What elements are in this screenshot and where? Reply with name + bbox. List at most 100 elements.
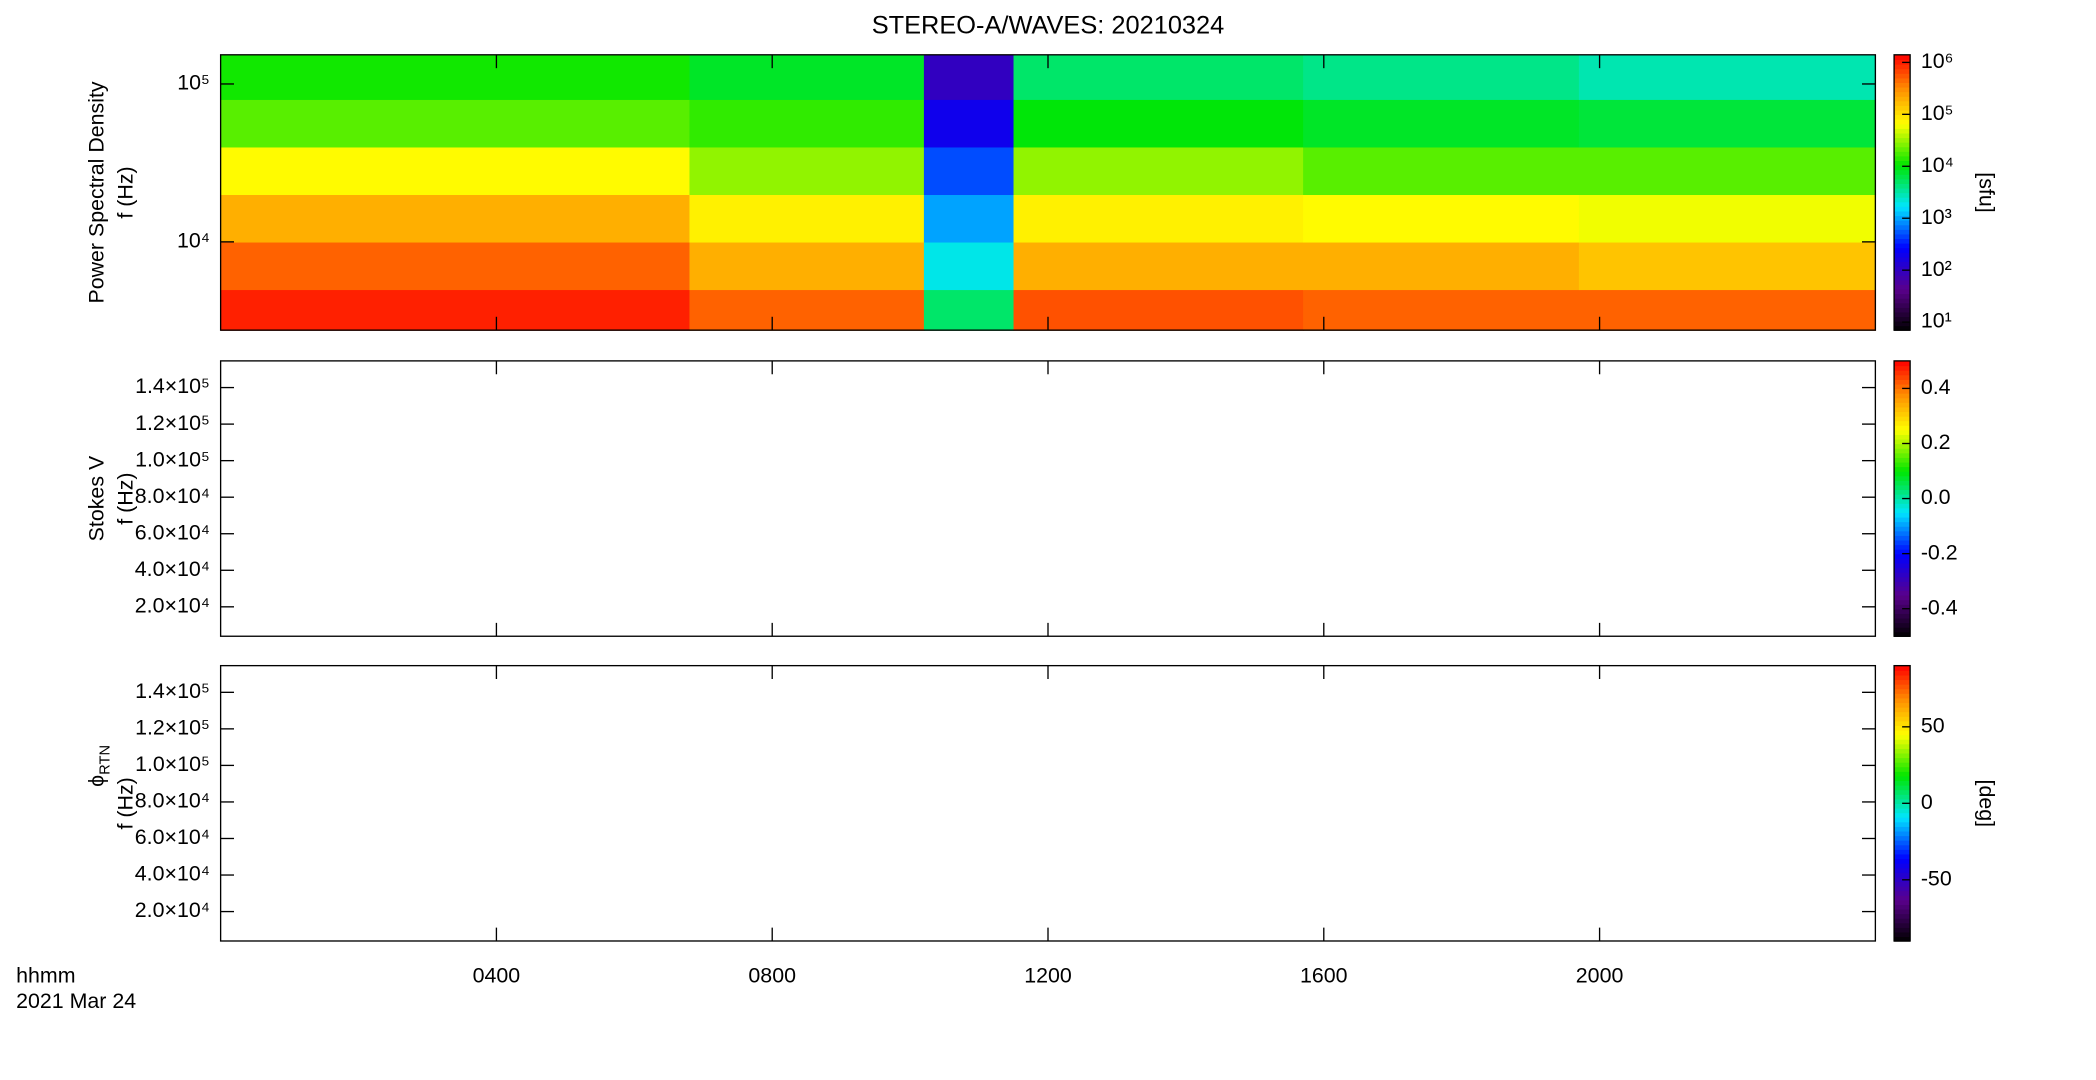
- colorbar-swatch: [1894, 821, 1911, 827]
- colorbar-swatch: [1894, 826, 1911, 832]
- colorbar-swatch: [1894, 853, 1911, 860]
- colorbar-swatch: [1894, 617, 1911, 624]
- colorbar-swatch: [1894, 288, 1911, 295]
- colorbar-swatch: [1894, 233, 1911, 240]
- colorbar-swatch: [1894, 817, 1911, 823]
- y-tick-label: 8.0×10⁴: [135, 484, 210, 508]
- spectrogram-cell: [220, 54, 691, 100]
- colorbar-swatch: [1894, 922, 1911, 928]
- y-tick-label: 1.2×10⁵: [135, 411, 210, 435]
- colorbar-swatch: [1894, 265, 1911, 272]
- colorbar-tick-label: -0.2: [1921, 540, 1958, 564]
- colorbar-swatch: [1894, 434, 1911, 440]
- colorbar-swatch: [1894, 105, 1911, 111]
- colorbar-swatch: [1894, 224, 1911, 230]
- colorbar-swatch: [1894, 757, 1911, 763]
- x-tick-label: 1600: [1300, 964, 1348, 988]
- colorbar-swatch: [1894, 123, 1911, 129]
- colorbar-swatch: [1894, 164, 1911, 171]
- colorbar-swatch: [1894, 789, 1911, 795]
- spectrogram-cell: [220, 146, 691, 196]
- colorbar-swatch: [1894, 91, 1911, 97]
- colorbar-swatch: [1894, 365, 1911, 371]
- spectrogram-cell: [1578, 54, 1877, 100]
- colorbar-swatch: [1894, 54, 1911, 61]
- colorbar-swatch: [1894, 370, 1911, 376]
- colorbar-swatch: [1894, 784, 1911, 791]
- colorbar-swatch: [1894, 77, 1911, 84]
- colorbar-swatch: [1894, 697, 1911, 704]
- colorbar-swatch: [1894, 530, 1911, 536]
- colorbar-swatch: [1894, 693, 1911, 699]
- y-tick-label: 8.0×10⁴: [135, 789, 210, 813]
- colorbar-swatch: [1894, 411, 1911, 417]
- colorbar-swatch: [1894, 590, 1911, 596]
- colorbar-swatch: [1894, 307, 1911, 313]
- x-tick-label: 1200: [1024, 964, 1072, 988]
- spectrogram-cell: [1013, 99, 1304, 148]
- colorbar-swatch: [1894, 720, 1911, 726]
- colorbar-swatch: [1894, 549, 1911, 555]
- colorbar-swatch: [1894, 379, 1911, 385]
- spectrogram-cell: [689, 54, 925, 100]
- y-axis-label: f (Hz): [114, 166, 138, 218]
- y-tick-label: 10⁴: [177, 229, 210, 253]
- colorbar-swatch: [1894, 383, 1911, 390]
- colorbar-swatch: [1894, 512, 1911, 518]
- spectrogram-cell: [923, 54, 1015, 100]
- colorbar-swatch: [1894, 114, 1911, 120]
- colorbar-swatch: [1894, 466, 1911, 472]
- spectrogram-cell: [1578, 289, 1877, 331]
- y-tick-label: 1.0×10⁵: [135, 447, 210, 471]
- spectrogram-cell: [1013, 194, 1304, 243]
- colorbar-swatch: [1894, 471, 1911, 477]
- colorbar-swatch: [1894, 812, 1911, 818]
- colorbar-swatch: [1894, 599, 1911, 605]
- x-tick-label: 2000: [1576, 964, 1624, 988]
- colorbar-swatch: [1894, 771, 1911, 777]
- colorbar-swatch: [1894, 220, 1911, 226]
- y-tick-label: 4.0×10⁴: [135, 862, 210, 886]
- colorbar-swatch: [1894, 452, 1911, 458]
- colorbar-tick-label: 10²: [1921, 257, 1952, 281]
- y-axis-label: Power Spectral Density: [84, 81, 108, 303]
- y-tick-label: 1.0×10⁵: [135, 752, 210, 776]
- colorbar-swatch: [1894, 725, 1911, 731]
- colorbar-tick-label: 10³: [1921, 205, 1952, 229]
- colorbar-swatch: [1894, 544, 1911, 550]
- colorbar-swatch: [1894, 594, 1911, 601]
- spectrogram-cell: [1578, 194, 1877, 243]
- colorbar-tick-label: 10⁵: [1921, 101, 1954, 125]
- colorbar-swatch: [1894, 535, 1911, 541]
- colorbar-swatch: [1894, 325, 1911, 331]
- colorbar-swatch: [1894, 807, 1911, 814]
- colorbar-swatch: [1894, 96, 1911, 102]
- colorbar-swatch: [1894, 516, 1911, 523]
- colorbar-swatch: [1894, 493, 1911, 500]
- spectrogram-cell: [1578, 99, 1877, 148]
- colorbar-swatch: [1894, 918, 1911, 924]
- colorbar-swatch: [1894, 803, 1911, 809]
- colorbar-swatch: [1894, 146, 1911, 152]
- colorbar-tick-label: -0.4: [1921, 595, 1958, 619]
- colorbar-swatch: [1894, 132, 1911, 139]
- x-axis-label: hhmm: [16, 964, 75, 988]
- y-tick-label: 2.0×10⁴: [135, 898, 210, 922]
- spectrogram-cell: [1303, 146, 1580, 196]
- colorbar-label: [sfu]: [1974, 172, 1998, 212]
- colorbar-swatch: [1894, 425, 1911, 431]
- colorbar-swatch: [1894, 571, 1911, 578]
- colorbar-swatch: [1894, 443, 1911, 449]
- y-axis-symbol-letter: ϕ: [84, 775, 108, 787]
- colorbar-swatch: [1894, 521, 1911, 527]
- colorbar-swatch: [1894, 480, 1911, 486]
- colorbar-swatch: [1894, 229, 1911, 235]
- colorbar-tick-label: 0: [1921, 790, 1933, 814]
- spectrogram-cell: [1013, 289, 1304, 331]
- colorbar-swatch: [1894, 293, 1911, 299]
- y-tick-label: 2.0×10⁴: [135, 593, 210, 617]
- y-axis-symbol-subscript: RTN: [98, 745, 114, 775]
- colorbar-swatch: [1894, 374, 1911, 380]
- colorbar-swatch: [1894, 780, 1911, 786]
- colorbar-tick-label: 10⁶: [1921, 49, 1954, 73]
